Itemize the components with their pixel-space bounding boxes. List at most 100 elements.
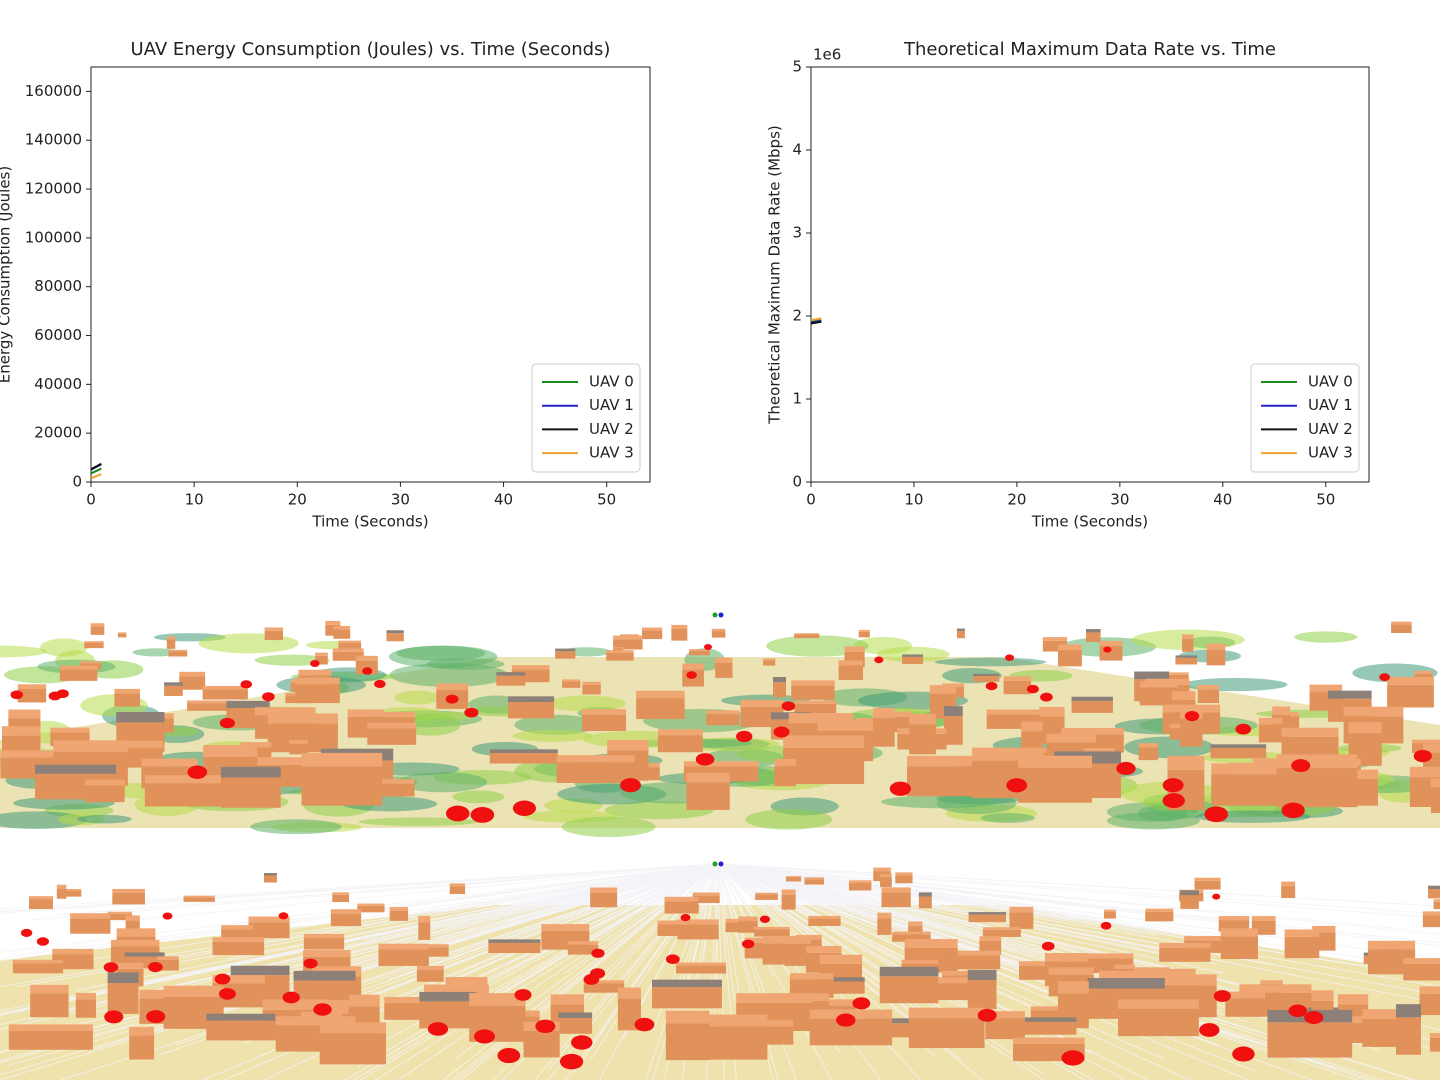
y-tick-label: 1: [792, 390, 802, 408]
signal-patch: [132, 648, 180, 657]
user-marker: [535, 1019, 556, 1034]
building-side: [289, 743, 308, 755]
link-line: [702, 863, 719, 960]
building-top: [881, 887, 911, 893]
user-marker: [1162, 793, 1185, 809]
building-top: [784, 935, 811, 944]
user-marker: [464, 707, 479, 718]
building-top: [445, 977, 488, 986]
user-marker: [1213, 990, 1231, 1002]
legend-box: [1250, 363, 1360, 473]
user-marker: [187, 765, 208, 779]
building-side: [943, 716, 963, 745]
x-tick-label: 50: [597, 491, 616, 509]
building-side: [858, 631, 870, 638]
building-top: [1412, 739, 1440, 744]
x-tick-label: 30: [391, 491, 410, 509]
building-top: [1206, 643, 1226, 650]
building-top: [636, 690, 685, 699]
building-side: [1258, 724, 1283, 743]
building-side: [1433, 901, 1440, 910]
building-top: [582, 681, 601, 686]
building-top: [1099, 640, 1123, 647]
series-line: [90, 467, 102, 475]
link-line: [0, 863, 719, 953]
y-tick-label: 120000: [25, 180, 82, 198]
building-top: [1013, 1037, 1085, 1044]
building-top: [110, 939, 160, 947]
building-top: [1145, 908, 1174, 912]
user-marker: [686, 671, 697, 679]
building-top: [906, 755, 977, 767]
user-marker: [874, 656, 884, 664]
building-top: [1071, 696, 1113, 701]
building-top: [1087, 978, 1165, 989]
y-tick-label: 60000: [34, 326, 82, 344]
user-marker: [1235, 723, 1252, 735]
user-marker: [445, 694, 459, 704]
building-side: [124, 956, 165, 969]
building-side: [606, 652, 634, 661]
building-side: [333, 629, 351, 639]
building-top: [419, 991, 477, 1002]
uav-marker: [718, 861, 724, 867]
building-side: [1211, 774, 1283, 806]
building-top: [1403, 958, 1440, 964]
building-side: [114, 693, 141, 707]
building-top: [187, 700, 236, 704]
building-top: [264, 873, 277, 876]
building-top: [607, 739, 649, 751]
building-side: [319, 1033, 386, 1065]
building-top: [613, 647, 624, 649]
building-top: [789, 973, 834, 980]
user-marker: [362, 667, 373, 675]
plot-frame: [90, 66, 651, 483]
building-top: [558, 1012, 593, 1018]
signal-patch: [745, 809, 833, 830]
building-top: [943, 706, 963, 717]
building-top: [562, 679, 581, 682]
building-top: [582, 709, 627, 715]
x-tick-label: 0: [806, 491, 816, 509]
building-side: [774, 766, 796, 787]
building-side: [636, 698, 685, 720]
city-render-heatmap: [0, 612, 1440, 838]
building-side: [1139, 687, 1179, 706]
building-side: [794, 634, 820, 639]
building-top: [129, 1026, 155, 1036]
user-marker: [620, 778, 641, 793]
building-side: [590, 892, 618, 908]
building-top: [1009, 906, 1034, 913]
building-top: [112, 888, 145, 893]
building-top: [489, 749, 558, 753]
building-top: [880, 873, 892, 878]
building-side: [220, 777, 281, 808]
building-top: [219, 757, 304, 765]
user-marker: [148, 962, 163, 973]
building-top: [206, 1013, 276, 1021]
y-tick-label: 0: [72, 473, 82, 491]
link-line: [717, 863, 1270, 942]
building-side: [325, 624, 341, 636]
user-marker: [48, 691, 62, 701]
building-top: [873, 867, 891, 872]
building-top: [1057, 981, 1089, 994]
building-top: [1312, 925, 1336, 933]
legend-label: UAV 1: [1308, 396, 1353, 414]
user-marker: [977, 1008, 997, 1022]
building-top: [85, 779, 125, 786]
x-tick-label: 20: [1007, 491, 1026, 509]
building-top: [1139, 681, 1179, 688]
building-side: [895, 875, 913, 884]
building-top: [125, 915, 140, 921]
building-top: [829, 999, 856, 1006]
building-top: [1391, 621, 1412, 625]
user-marker: [634, 1017, 655, 1032]
building-top: [507, 696, 555, 703]
building-top: [1328, 690, 1372, 699]
building-top: [785, 876, 802, 878]
building-top: [1414, 670, 1433, 675]
building-top: [1099, 970, 1152, 981]
user-marker: [680, 913, 691, 922]
building-side: [1197, 689, 1220, 704]
